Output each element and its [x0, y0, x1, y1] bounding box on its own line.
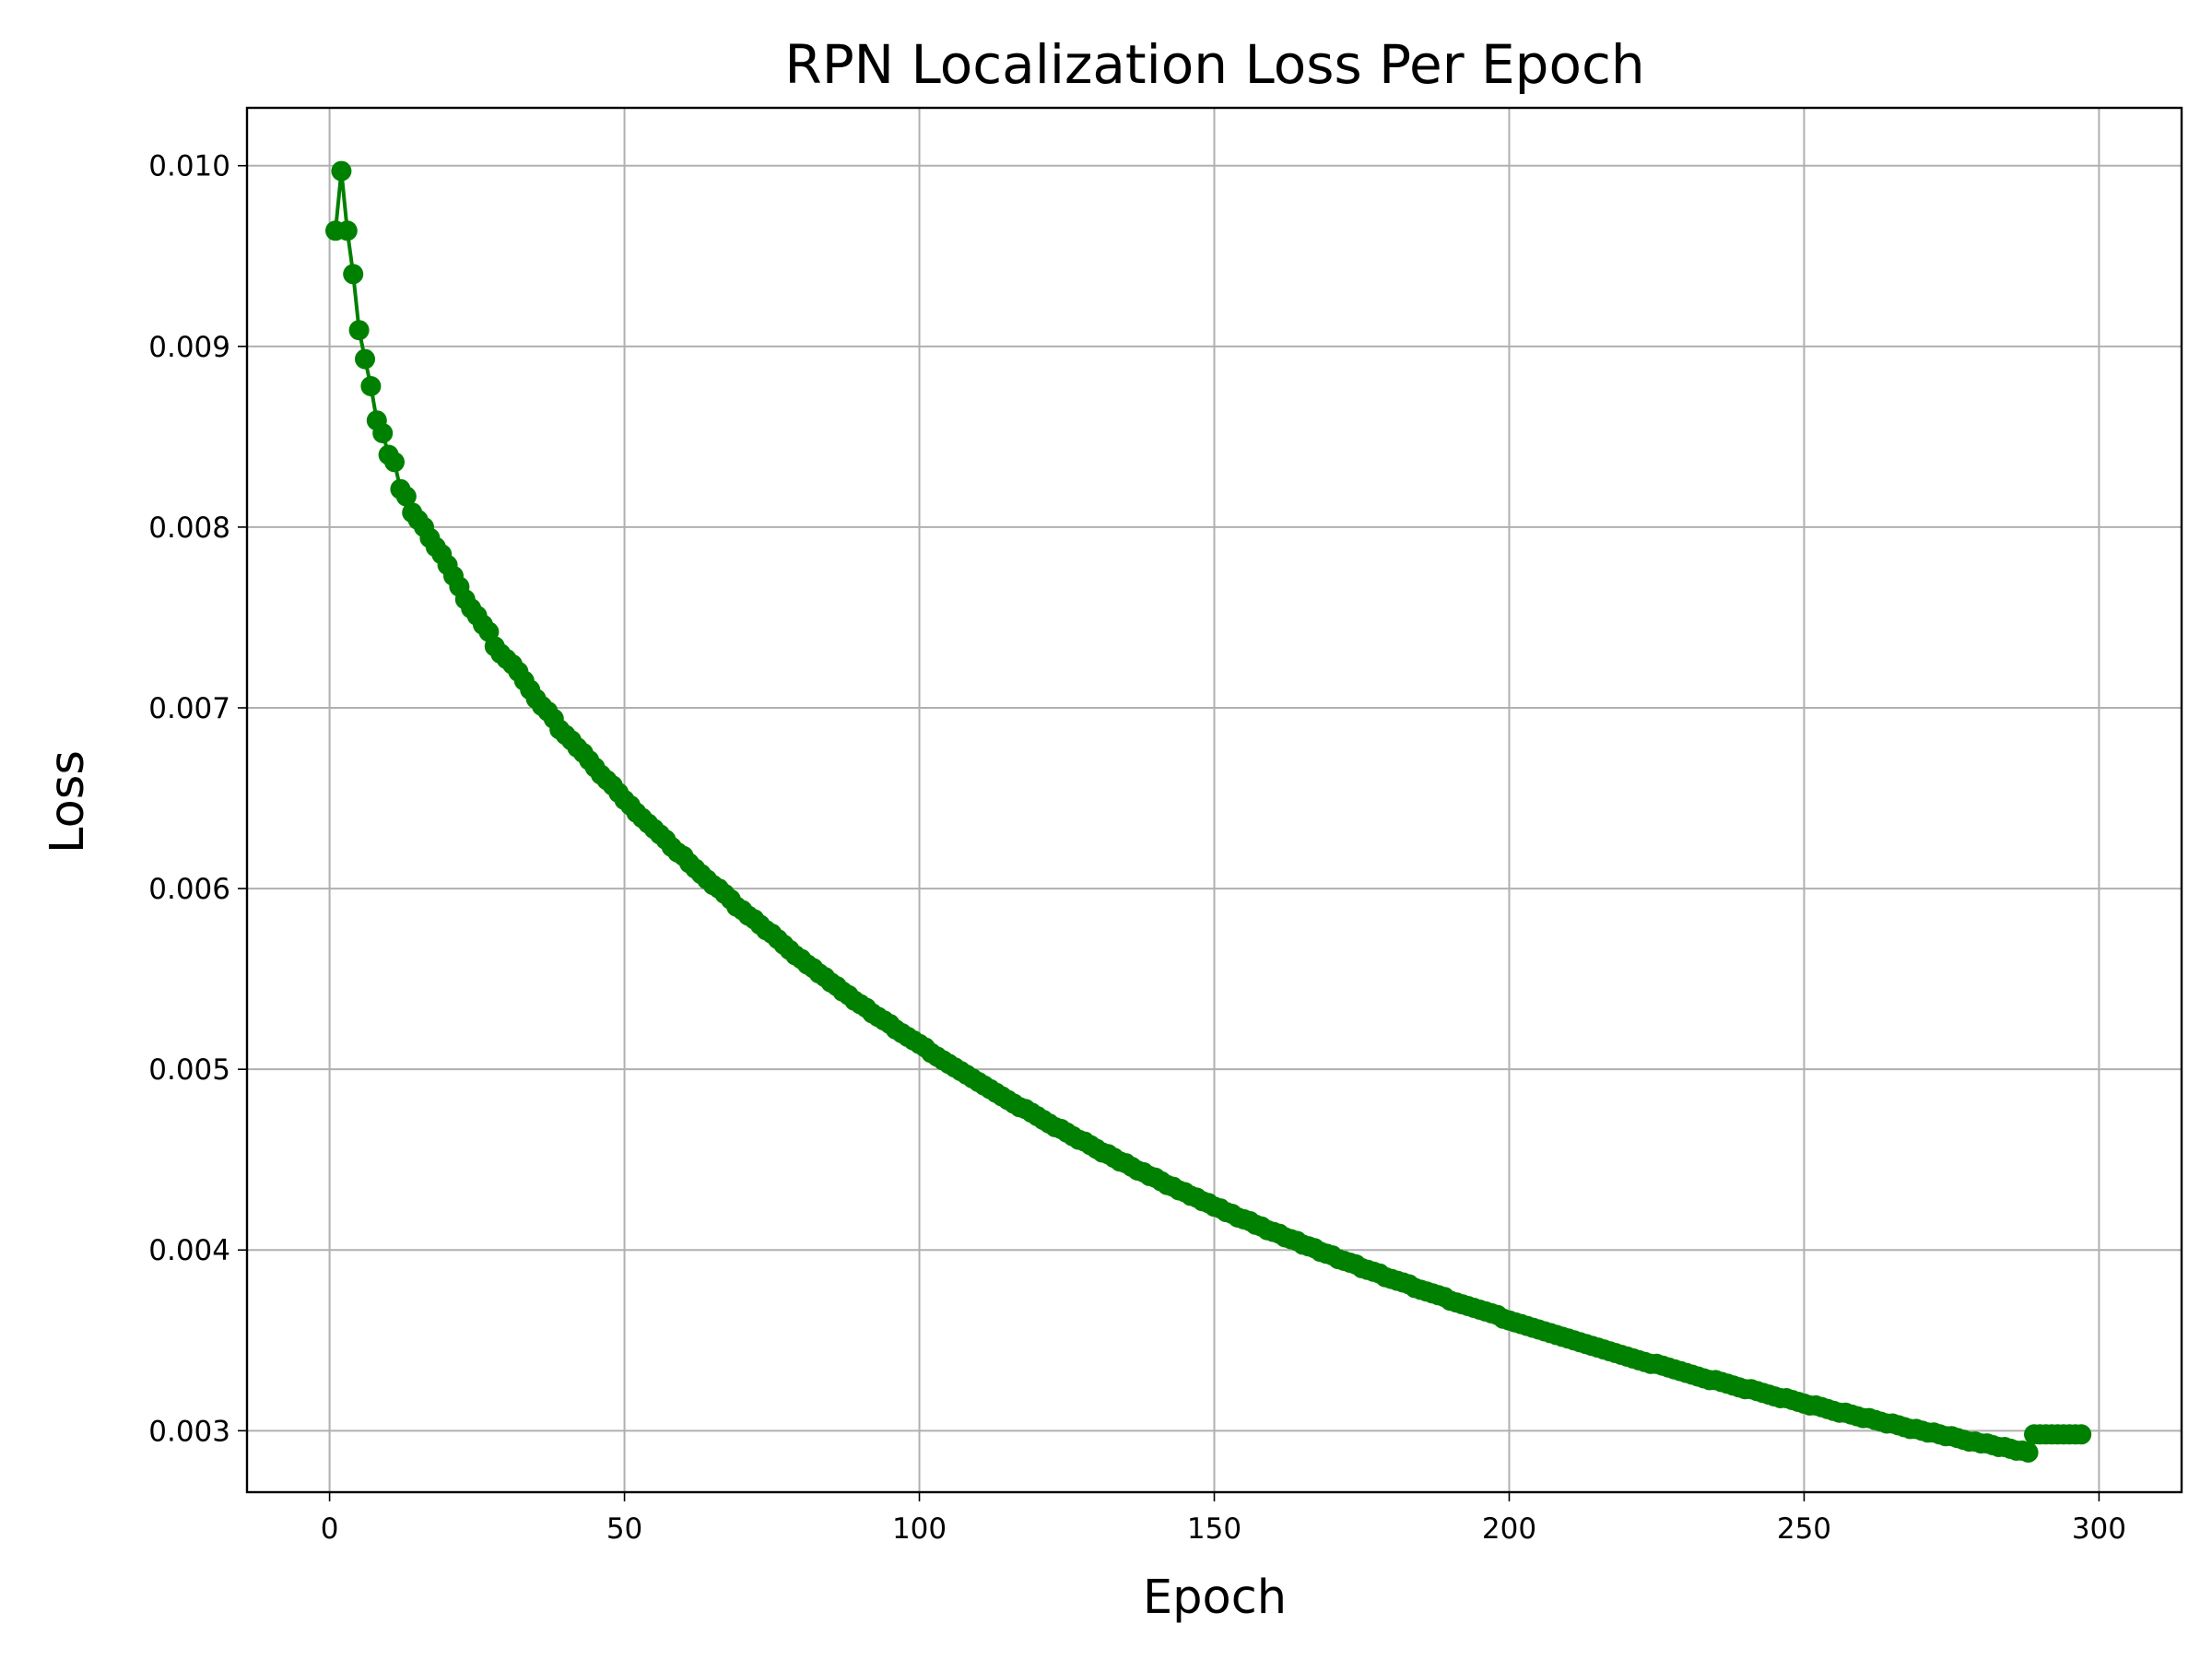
data-point — [2071, 1424, 2092, 1445]
x-tick-label: 200 — [1482, 1512, 1536, 1546]
grid-lines — [247, 108, 2182, 1492]
data-point — [2018, 1441, 2039, 1463]
y-tick-label: 0.010 — [148, 150, 230, 183]
x-tick-label: 250 — [1777, 1512, 1831, 1546]
series-line — [334, 171, 2082, 1455]
x-tick-label: 150 — [1187, 1512, 1241, 1546]
y-tick-label: 0.007 — [148, 692, 230, 725]
y-tick-label: 0.009 — [148, 331, 230, 364]
y-axis-ticks: 0.003 0.004 0.005 0.006 0.007 0.008 0.009 0.010 — [148, 150, 247, 1448]
data-point — [395, 486, 417, 507]
x-tick-label: 50 — [606, 1512, 642, 1546]
y-tick-label: 0.006 — [148, 873, 230, 906]
data-point — [372, 423, 394, 443]
x-axis-label: Epoch — [1143, 1571, 1287, 1625]
y-tick-label: 0.004 — [148, 1234, 230, 1267]
y-tick-label: 0.005 — [148, 1053, 230, 1087]
x-tick-label: 300 — [2072, 1512, 2126, 1546]
y-tick-label: 0.003 — [148, 1415, 230, 1448]
data-point — [348, 320, 370, 341]
data-point — [331, 160, 352, 182]
data-point — [336, 220, 358, 241]
y-tick-label: 0.008 — [148, 512, 230, 545]
x-tick-label: 0 — [321, 1512, 339, 1546]
data-point — [384, 452, 405, 473]
y-axis-label: Loss — [41, 750, 95, 853]
x-axis-ticks: 0 50 100 150 200 250 300 — [321, 1492, 2126, 1546]
data-point — [343, 264, 364, 285]
loss-series — [325, 160, 2092, 1463]
x-tick-label: 100 — [892, 1512, 947, 1546]
plot-frame — [245, 106, 2183, 1494]
data-point — [360, 376, 382, 396]
chart-title: RPN Localization Loss Per Epoch — [784, 33, 1644, 96]
data-point — [355, 348, 375, 370]
